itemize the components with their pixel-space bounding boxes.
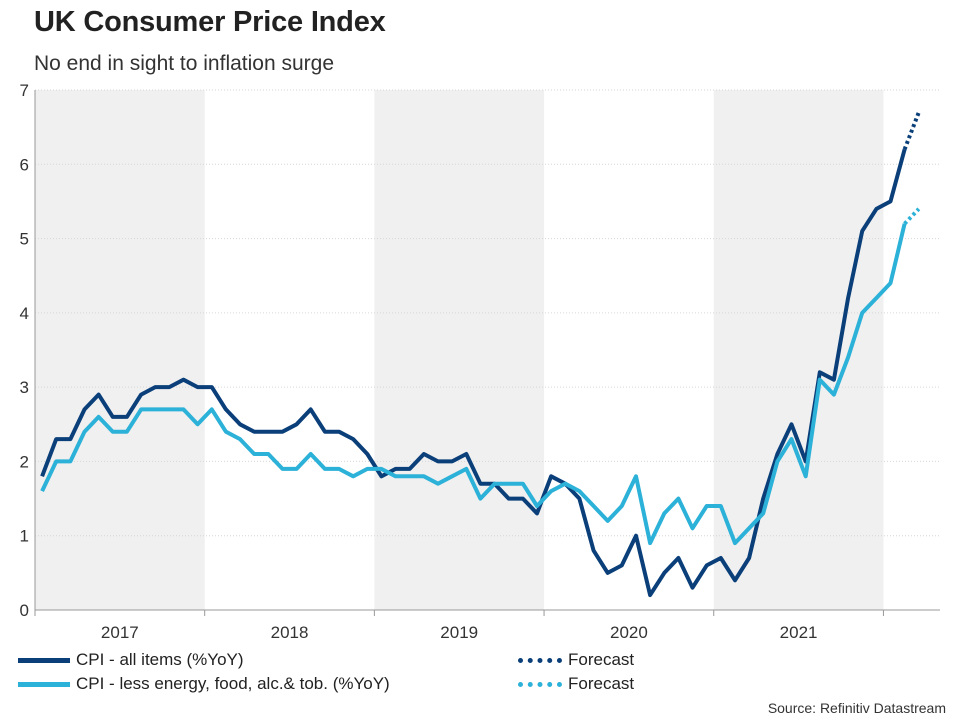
source-note: Source: Refinitiv Datastream	[767, 700, 946, 716]
y-tick-label-7: 7	[20, 81, 29, 100]
series-line-2-forecast	[902, 111, 921, 151]
legend-swatch-forecast-all	[518, 657, 562, 663]
legend-item-forecast-core: Forecast	[518, 674, 634, 694]
y-tick-label-1: 1	[20, 527, 29, 546]
year-band-2017	[35, 90, 205, 610]
legend-label-forecast-all: Forecast	[568, 650, 635, 669]
y-tick-label-0: 0	[20, 601, 29, 620]
y-tick-label-5: 5	[20, 230, 29, 249]
legend-swatch-cpi-all	[18, 657, 70, 663]
legend-item-forecast-all: Forecast	[518, 650, 634, 670]
x-tick-label-2020: 2020	[610, 623, 648, 642]
legend-label-forecast-core: Forecast	[568, 674, 635, 693]
series-line-0-cpi-all-items-yoy	[40, 148, 907, 598]
x-tick-label-2021: 2021	[780, 623, 818, 642]
x-tick-label-2018: 2018	[271, 623, 309, 642]
y-tick-label-4: 4	[20, 304, 29, 323]
y-tick-label-2: 2	[20, 452, 29, 471]
legend-item-cpi-all: CPI - all items (%YoY)	[18, 650, 244, 670]
y-tick-label-3: 3	[20, 378, 29, 397]
legend-swatch-forecast-core	[518, 681, 562, 687]
year-band-2019	[374, 90, 545, 610]
legend-swatch-cpi-core	[18, 681, 70, 687]
chart-title: UK Consumer Price Index	[34, 6, 386, 38]
legend-item-cpi-core: CPI - less energy, food, alc.& tob. (%Yo…	[18, 674, 390, 694]
legend-label-cpi-all: CPI - all items (%YoY)	[76, 650, 244, 669]
x-tick-label-2019: 2019	[440, 623, 478, 642]
chart-subtitle: No end in sight to inflation surge	[34, 52, 335, 75]
legend-label-cpi-core: CPI - less energy, food, alc.& tob. (%Yo…	[76, 674, 390, 693]
year-band-2021	[713, 90, 884, 610]
series-line-3-forecast	[903, 207, 921, 226]
x-tick-label-2017: 2017	[101, 623, 139, 642]
series-line-1-cpi-less-energy-food-alc-tob-yoy	[40, 223, 907, 546]
y-tick-label-6: 6	[20, 155, 29, 174]
